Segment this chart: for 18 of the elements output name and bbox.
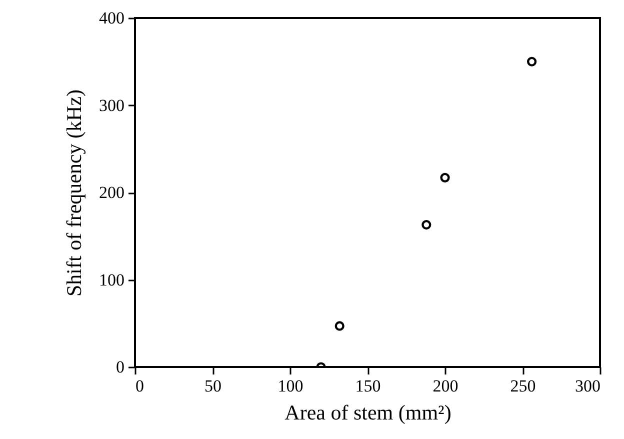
point <box>422 220 432 230</box>
y-tick-label: 100 <box>99 270 124 290</box>
y-tick-label: 400 <box>99 8 124 28</box>
x-tick-label: 0 <box>136 376 144 396</box>
x-tick-label: 300 <box>575 376 600 396</box>
x-tick-label: 150 <box>355 376 381 396</box>
x-tick-label: 100 <box>278 376 304 396</box>
x-tick-label: 50 <box>204 376 222 396</box>
y-tick-label: 200 <box>99 183 124 202</box>
y-axis-title: Shift of frequency (kHz) <box>62 89 86 297</box>
x-tick-label: 250 <box>510 376 536 396</box>
x-tick-label: 200 <box>432 376 458 396</box>
x-axis-title: Area of stem (mm²) <box>284 400 452 424</box>
point <box>334 321 344 331</box>
y-tick-label: 300 <box>99 96 124 115</box>
y-tick-label: 0 <box>116 358 124 376</box>
point <box>526 56 537 66</box>
point <box>440 172 450 182</box>
